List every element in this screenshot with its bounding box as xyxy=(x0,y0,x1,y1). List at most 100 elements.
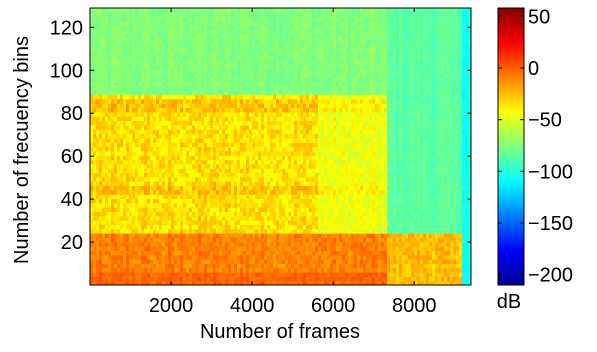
heatmap-cell xyxy=(303,181,307,187)
heatmap-cell xyxy=(138,176,142,182)
heatmap-cell xyxy=(105,267,109,273)
heatmap-cell xyxy=(150,207,154,213)
heatmap-cell xyxy=(105,220,109,226)
heatmap-cell xyxy=(240,68,244,74)
heatmap-cell xyxy=(90,159,94,165)
heatmap-cell xyxy=(165,254,169,260)
heatmap-cell xyxy=(234,46,238,52)
heatmap-cell xyxy=(138,146,142,152)
heatmap-cell xyxy=(117,120,121,126)
heatmap-cell xyxy=(132,168,136,174)
heatmap-cell xyxy=(174,103,178,109)
heatmap-cell xyxy=(300,85,304,91)
heatmap-cell xyxy=(129,263,133,269)
heatmap-cell xyxy=(150,124,154,130)
heatmap-cell xyxy=(288,168,292,174)
heatmap-cell xyxy=(180,25,184,31)
heatmap-cell xyxy=(258,150,262,156)
heatmap-cell xyxy=(288,211,292,217)
heatmap-cell xyxy=(147,172,151,178)
heatmap-cell xyxy=(243,142,247,148)
heatmap-cell xyxy=(141,250,145,256)
heatmap-cell xyxy=(276,16,280,22)
heatmap-cell xyxy=(159,12,163,18)
heatmap-cell xyxy=(93,81,97,87)
heatmap-cell xyxy=(258,68,262,74)
heatmap-cell xyxy=(261,228,265,234)
heatmap-cell xyxy=(294,8,298,13)
heatmap-cell xyxy=(132,29,136,35)
heatmap-cell xyxy=(219,272,223,277)
heatmap-cell xyxy=(174,250,178,256)
heatmap-cell xyxy=(174,33,178,39)
heatmap-cell xyxy=(321,25,325,31)
heatmap-cell xyxy=(108,163,112,169)
heatmap-cell xyxy=(183,146,187,152)
heatmap-cell xyxy=(99,211,103,217)
heatmap-cell xyxy=(117,12,121,18)
spectrogram-heatmap xyxy=(90,8,471,285)
heatmap-cell xyxy=(189,211,193,217)
heatmap-cell xyxy=(195,98,199,104)
heatmap-cell xyxy=(219,254,223,260)
heatmap-cell xyxy=(264,25,268,31)
heatmap-cell xyxy=(300,233,304,238)
heatmap-cell xyxy=(207,176,211,182)
heatmap-cell xyxy=(321,159,325,165)
heatmap-cell xyxy=(126,198,130,204)
heatmap-cell xyxy=(216,263,220,269)
heatmap-cell xyxy=(252,189,256,195)
heatmap-cell xyxy=(123,38,127,44)
heatmap-cell xyxy=(180,38,184,44)
heatmap-cell xyxy=(261,250,265,256)
heatmap-cell xyxy=(264,224,268,230)
heatmap-cell xyxy=(315,207,319,213)
heatmap-cell xyxy=(126,129,130,135)
heatmap-cell xyxy=(168,98,172,104)
heatmap-cell xyxy=(207,224,211,230)
heatmap-cell xyxy=(306,228,310,234)
heatmap-cell xyxy=(213,98,217,104)
heatmap-cell xyxy=(306,163,310,169)
heatmap-cell xyxy=(180,185,184,191)
heatmap-cell xyxy=(300,107,304,113)
heatmap-cell xyxy=(279,241,283,247)
heatmap-cell xyxy=(312,94,316,100)
heatmap-cell xyxy=(240,25,244,31)
heatmap-cell xyxy=(258,16,262,22)
heatmap-cell xyxy=(111,280,115,285)
heatmap-cell xyxy=(189,172,193,178)
heatmap-cell xyxy=(282,241,286,247)
heatmap-cell xyxy=(267,81,271,87)
heatmap-cell xyxy=(258,267,262,273)
heatmap-cell xyxy=(123,51,127,57)
heatmap-cell xyxy=(210,159,214,165)
heatmap-cell xyxy=(294,81,298,87)
heatmap-cell xyxy=(168,246,172,251)
heatmap-cell xyxy=(240,185,244,191)
heatmap-cell xyxy=(117,137,121,143)
heatmap-cell xyxy=(207,68,211,74)
heatmap-cell xyxy=(144,59,148,65)
heatmap-cell xyxy=(282,185,286,191)
heatmap-cell xyxy=(183,159,187,165)
heatmap-cell xyxy=(204,124,208,130)
heatmap-cell xyxy=(315,90,319,96)
heatmap-cell xyxy=(135,142,139,148)
heatmap-cell xyxy=(144,46,148,52)
heatmap-cell xyxy=(318,155,322,161)
heatmap-cell xyxy=(273,81,277,87)
heatmap-cell xyxy=(234,72,238,78)
heatmap-cell xyxy=(180,107,184,113)
heatmap-cell xyxy=(135,77,139,83)
heatmap-cell xyxy=(279,224,283,230)
heatmap-cell xyxy=(294,254,298,260)
heatmap-cell xyxy=(219,59,223,65)
heatmap-cell xyxy=(258,137,262,143)
heatmap-cell xyxy=(252,220,256,226)
heatmap-cell xyxy=(180,250,184,256)
heatmap-cell xyxy=(159,8,163,13)
heatmap-cell xyxy=(153,220,157,226)
heatmap-cell xyxy=(258,12,262,18)
heatmap-cell xyxy=(309,267,313,273)
